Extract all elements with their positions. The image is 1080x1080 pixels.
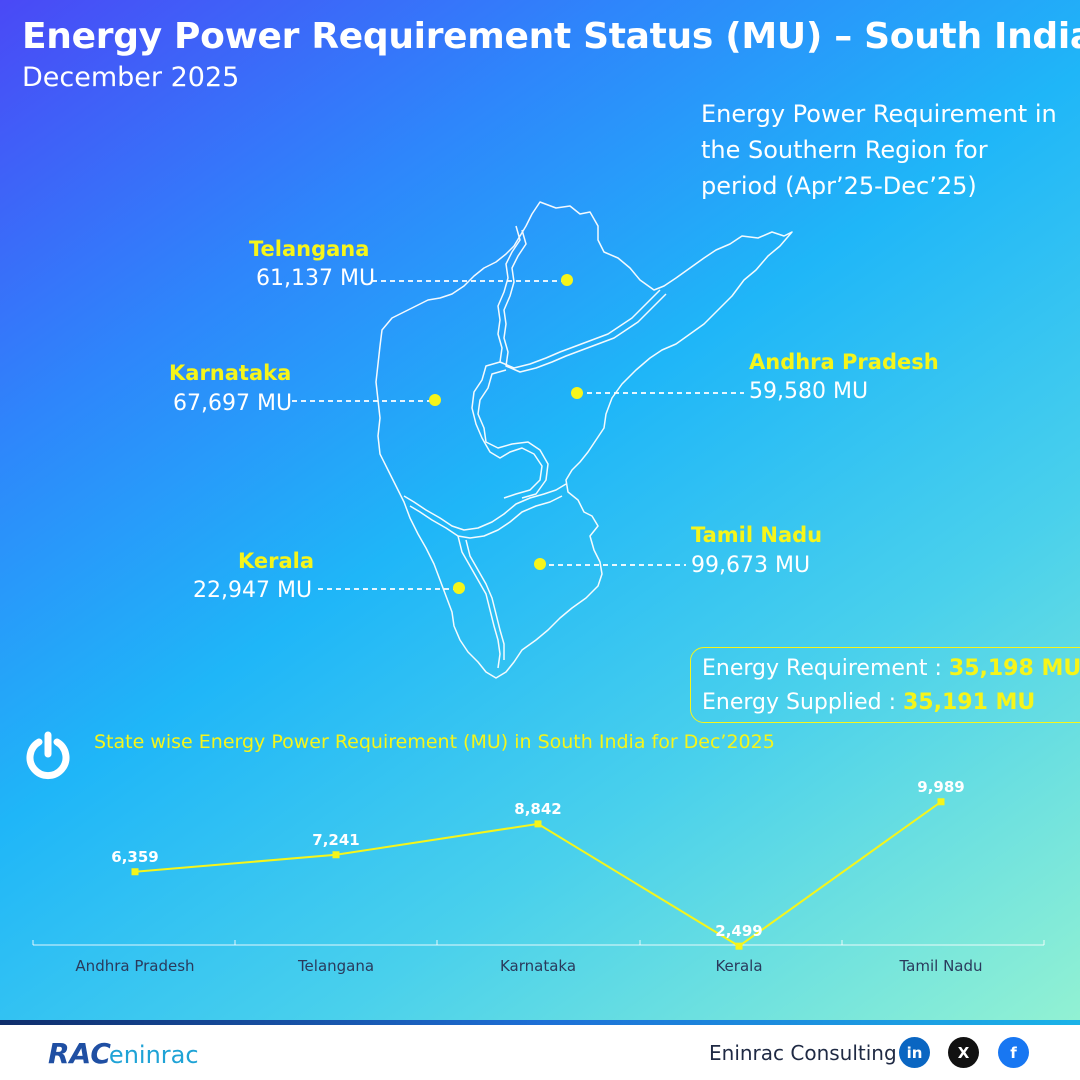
data-point [735, 942, 743, 950]
facebook-icon[interactable]: f [998, 1037, 1029, 1068]
category-label: Tamil Nadu [898, 957, 982, 975]
power-icon [26, 731, 70, 780]
karnataka-south-border-inner [409, 495, 563, 539]
brand-name: Eninrac Consulting [709, 1041, 897, 1065]
telangana-marker [561, 274, 573, 286]
data-point [937, 798, 945, 806]
tamilnadu-name: Tamil Nadu [691, 523, 823, 547]
linkedin-icon[interactable]: in [899, 1037, 930, 1068]
data-label: 2,499 [715, 922, 762, 940]
data-point [131, 868, 139, 876]
kerala-tn-border-inner [465, 539, 505, 660]
andhra-name: Andhra Pradesh [749, 350, 939, 374]
supplied-row: Energy Supplied : 35,191 MU [702, 690, 1080, 724]
tamilnadu-marker [534, 558, 546, 570]
karnataka-south-border [403, 483, 567, 531]
region-outline [375, 201, 793, 679]
data-label: 7,241 [312, 831, 359, 849]
logo-sub: eninrac [108, 1041, 199, 1069]
page-subtitle: December 2025 [22, 62, 240, 93]
energy-summary-box: Energy Requirement : 35,198 MU Energy Su… [690, 647, 1080, 723]
requirement-value: 35,198 MU [948, 656, 1080, 681]
kerala-marker [453, 582, 465, 594]
intro-text: Energy Power Requirement in the Southern… [701, 100, 1057, 200]
andhra-value: 59,580 MU [749, 379, 869, 404]
data-point [332, 851, 340, 859]
category-label: Karnataka [500, 957, 576, 975]
data-label: 8,842 [514, 800, 561, 818]
kerala-tn-border [457, 535, 501, 669]
chart-title: State wise Energy Power Requirement (MU)… [94, 731, 775, 753]
page-title: Energy Power Requirement Status (MU) – S… [22, 16, 1080, 57]
data-label: 6,359 [111, 848, 158, 866]
category-label: Telangana [297, 957, 374, 975]
kerala-value: 22,947 MU [193, 578, 313, 603]
telangana-value: 61,137 MU [256, 266, 376, 291]
footer: RACeninrac Eninrac Consulting in X f [0, 1025, 1080, 1080]
category-label: Kerala [715, 957, 762, 975]
footer-band [0, 1020, 1080, 1025]
category-label: Andhra Pradesh [75, 957, 194, 975]
requirement-row: Energy Requirement : 35,198 MU [702, 656, 1080, 690]
telangana-border-inner [503, 229, 667, 373]
supplied-value: 35,191 MU [902, 690, 1036, 715]
karnataka-value: 67,697 MU [173, 391, 293, 416]
x-icon[interactable]: X [948, 1037, 979, 1068]
karnataka-ap-border [471, 361, 543, 499]
karnataka-marker [429, 394, 441, 406]
karnataka-name: Karnataka [169, 361, 292, 385]
company-logo: RACeninrac [48, 1037, 199, 1070]
kerala-name: Kerala [238, 549, 315, 573]
tamilnadu-value: 99,673 MU [691, 553, 811, 578]
telangana-name: Telangana [249, 237, 370, 261]
line-chart: 6,359 7,241 8,842 2,499 9,989 Andhra Pradesh… [75, 778, 983, 975]
andhra-marker [571, 387, 583, 399]
logo-main: RAC [48, 1037, 111, 1070]
telangana-border [497, 225, 661, 369]
data-label: 9,989 [917, 778, 964, 796]
karnataka-ap-border-inner [477, 369, 549, 499]
supplied-label: Energy Supplied : [702, 690, 903, 715]
requirement-label: Energy Requirement : [702, 656, 949, 681]
data-point [534, 820, 542, 828]
